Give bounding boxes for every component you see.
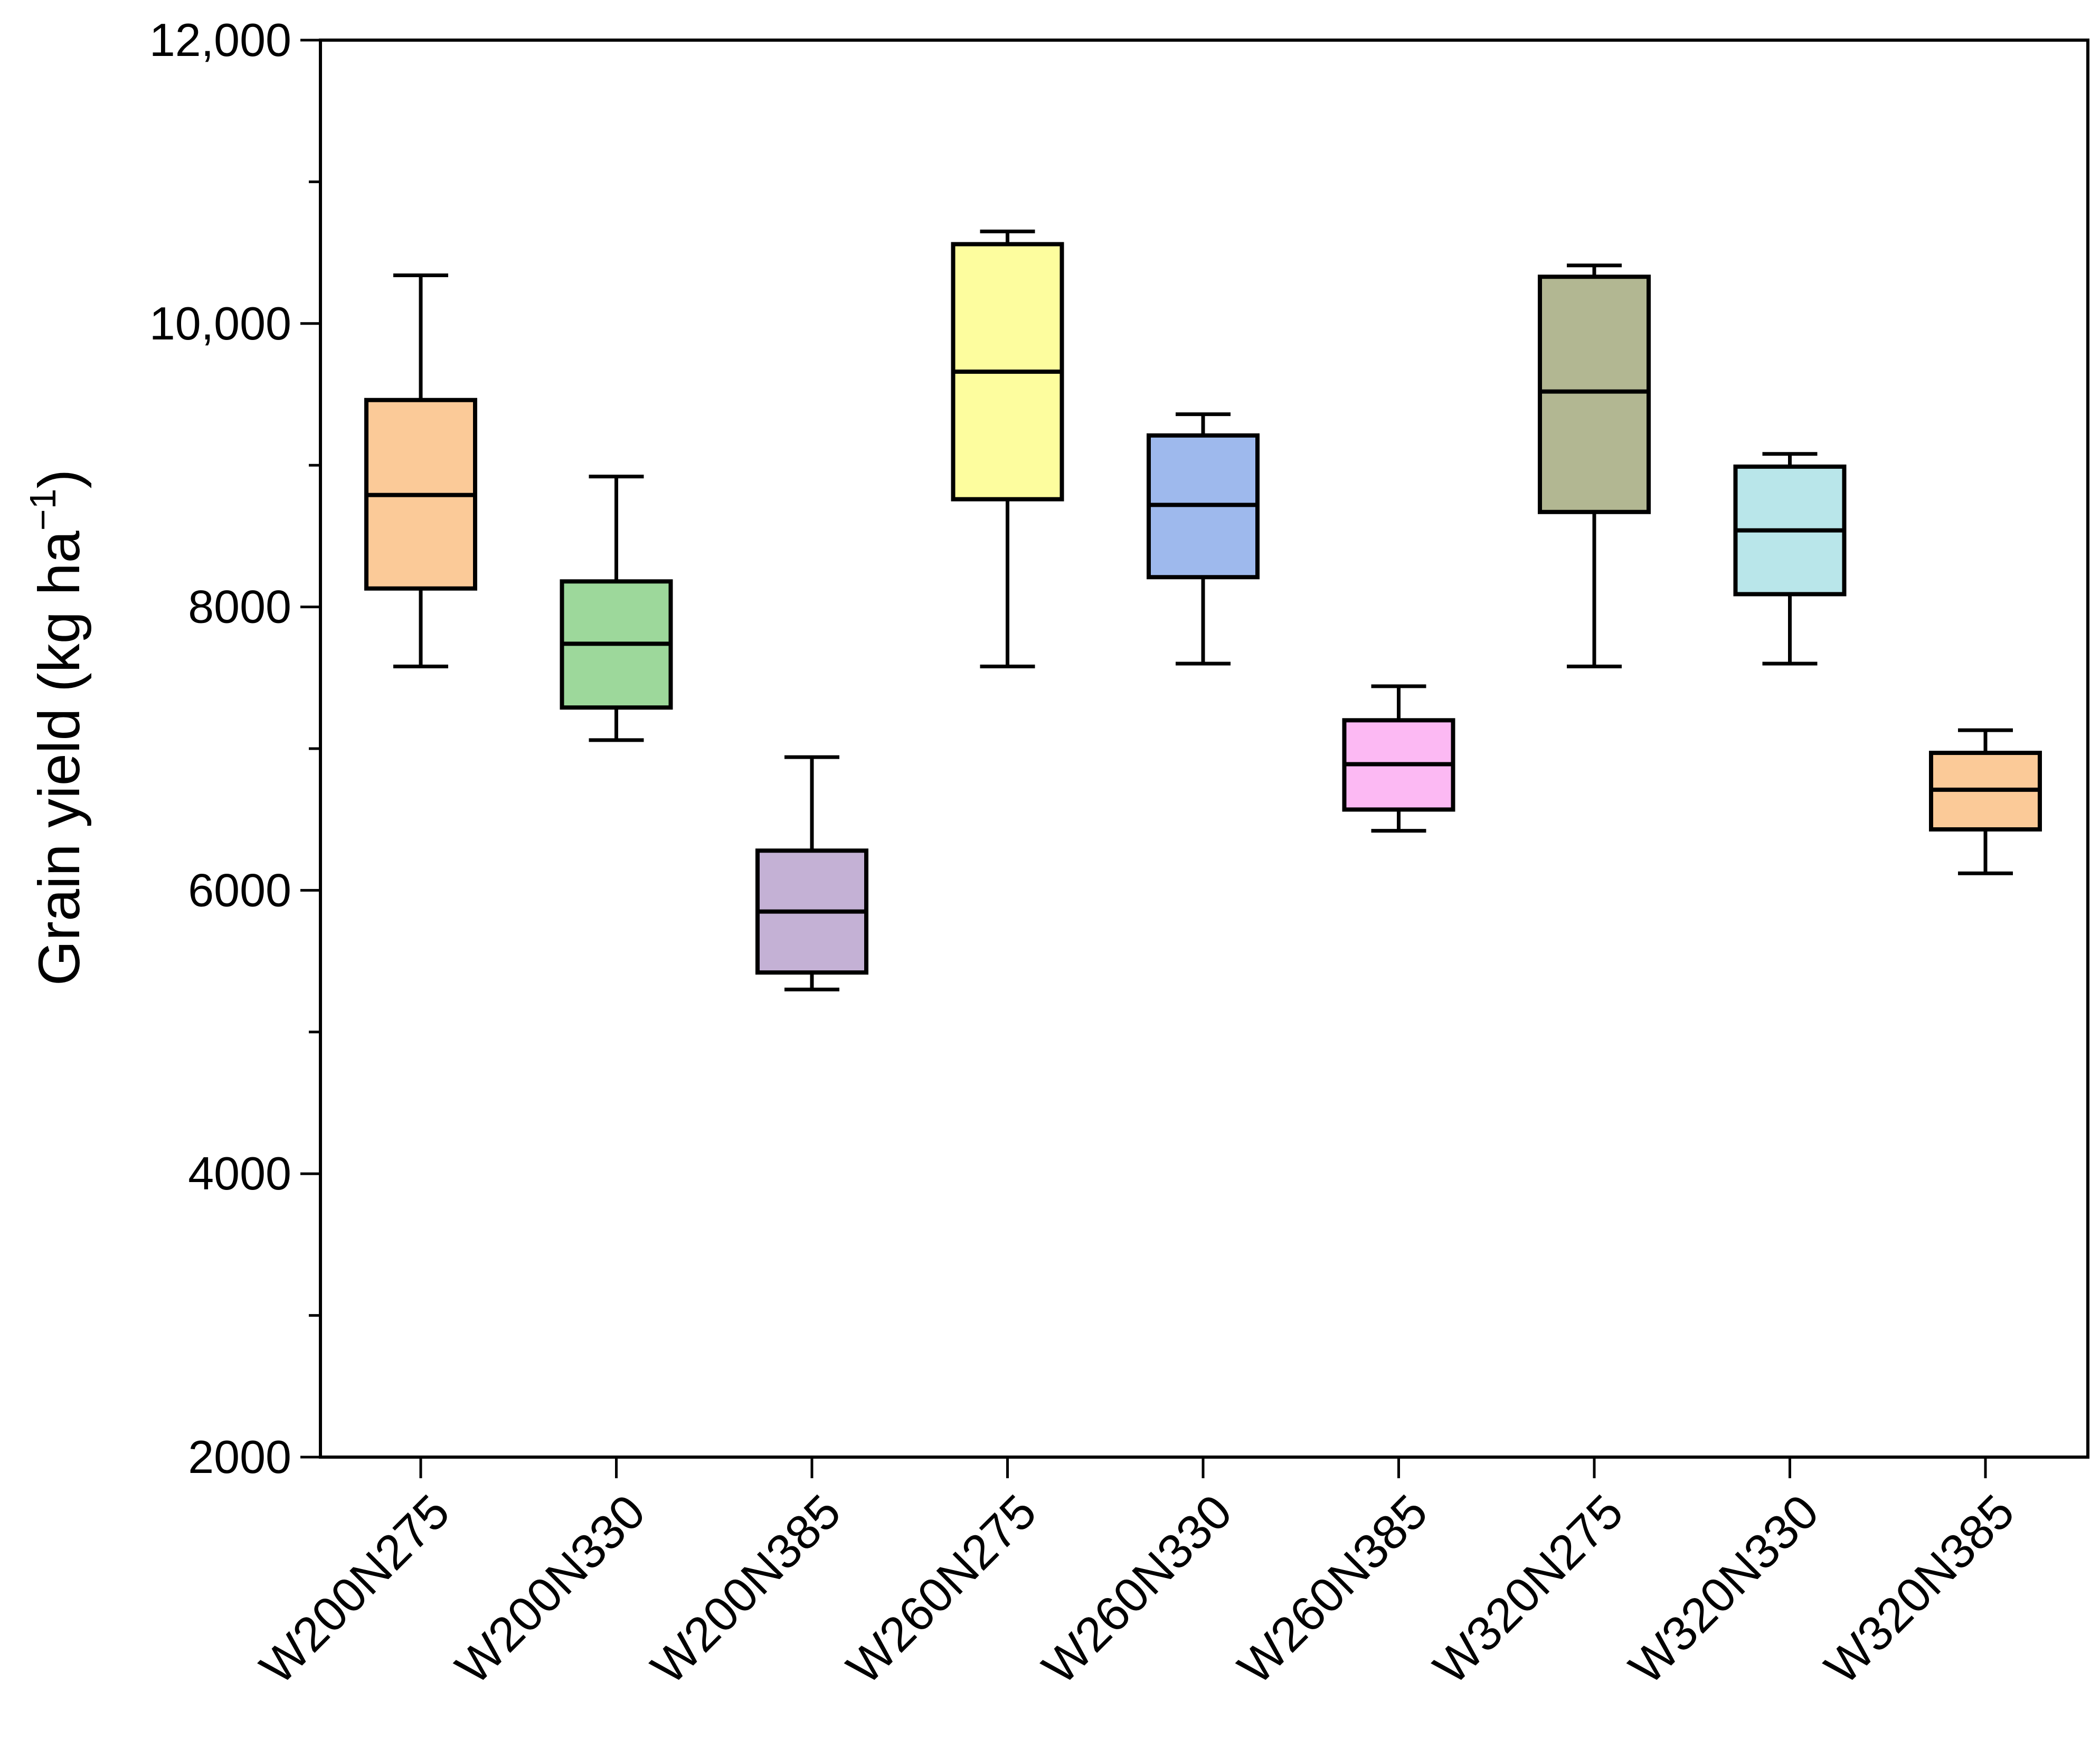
box-item bbox=[755, 755, 868, 991]
x-tick-label: W320N275 bbox=[1424, 1485, 1634, 1695]
iqr-box bbox=[1538, 275, 1651, 514]
y-axis: 2000 4000 6000 8000 10,000 12,000 bbox=[149, 14, 320, 1483]
y-axis-title-main: Grain yield (kg ha bbox=[27, 530, 92, 986]
x-tick-label: W260N275 bbox=[837, 1485, 1047, 1695]
box-item bbox=[1147, 412, 1260, 666]
x-tick-label: W260N330 bbox=[1033, 1485, 1243, 1695]
x-tick-label: W260N385 bbox=[1228, 1485, 1438, 1695]
box-item bbox=[560, 475, 673, 742]
x-tick-label: W320N330 bbox=[1619, 1485, 1829, 1695]
x-axis: W200N275W200N330W200N385W260N275W260N330… bbox=[250, 1457, 2025, 1695]
box-item bbox=[1733, 452, 1847, 666]
box-item bbox=[1342, 684, 1455, 833]
y-tick-label: 8000 bbox=[188, 581, 291, 633]
box-item bbox=[1538, 263, 1651, 668]
y-tick-label: 4000 bbox=[188, 1147, 291, 1199]
y-axis-title: Grain yield (kg ha−1) bbox=[22, 469, 92, 986]
x-tick-label: W200N385 bbox=[641, 1485, 852, 1695]
y-tick-label: 12,000 bbox=[149, 14, 291, 66]
x-tick-label: W200N275 bbox=[250, 1485, 460, 1695]
boxes bbox=[364, 229, 2042, 991]
plot-frame bbox=[319, 39, 2089, 1459]
x-tick-label: W320N385 bbox=[1815, 1485, 2025, 1695]
y-axis-title-superscript: −1 bbox=[22, 488, 63, 531]
y-tick-label: 2000 bbox=[188, 1431, 291, 1483]
x-tick-label: W200N330 bbox=[446, 1485, 656, 1695]
y-tick-label: 6000 bbox=[188, 864, 291, 916]
box-item bbox=[364, 273, 477, 668]
y-tick-label: 10,000 bbox=[149, 297, 291, 349]
box-item bbox=[1929, 728, 2042, 875]
y-axis-title-close: ) bbox=[27, 469, 92, 489]
box-item bbox=[951, 229, 1064, 668]
